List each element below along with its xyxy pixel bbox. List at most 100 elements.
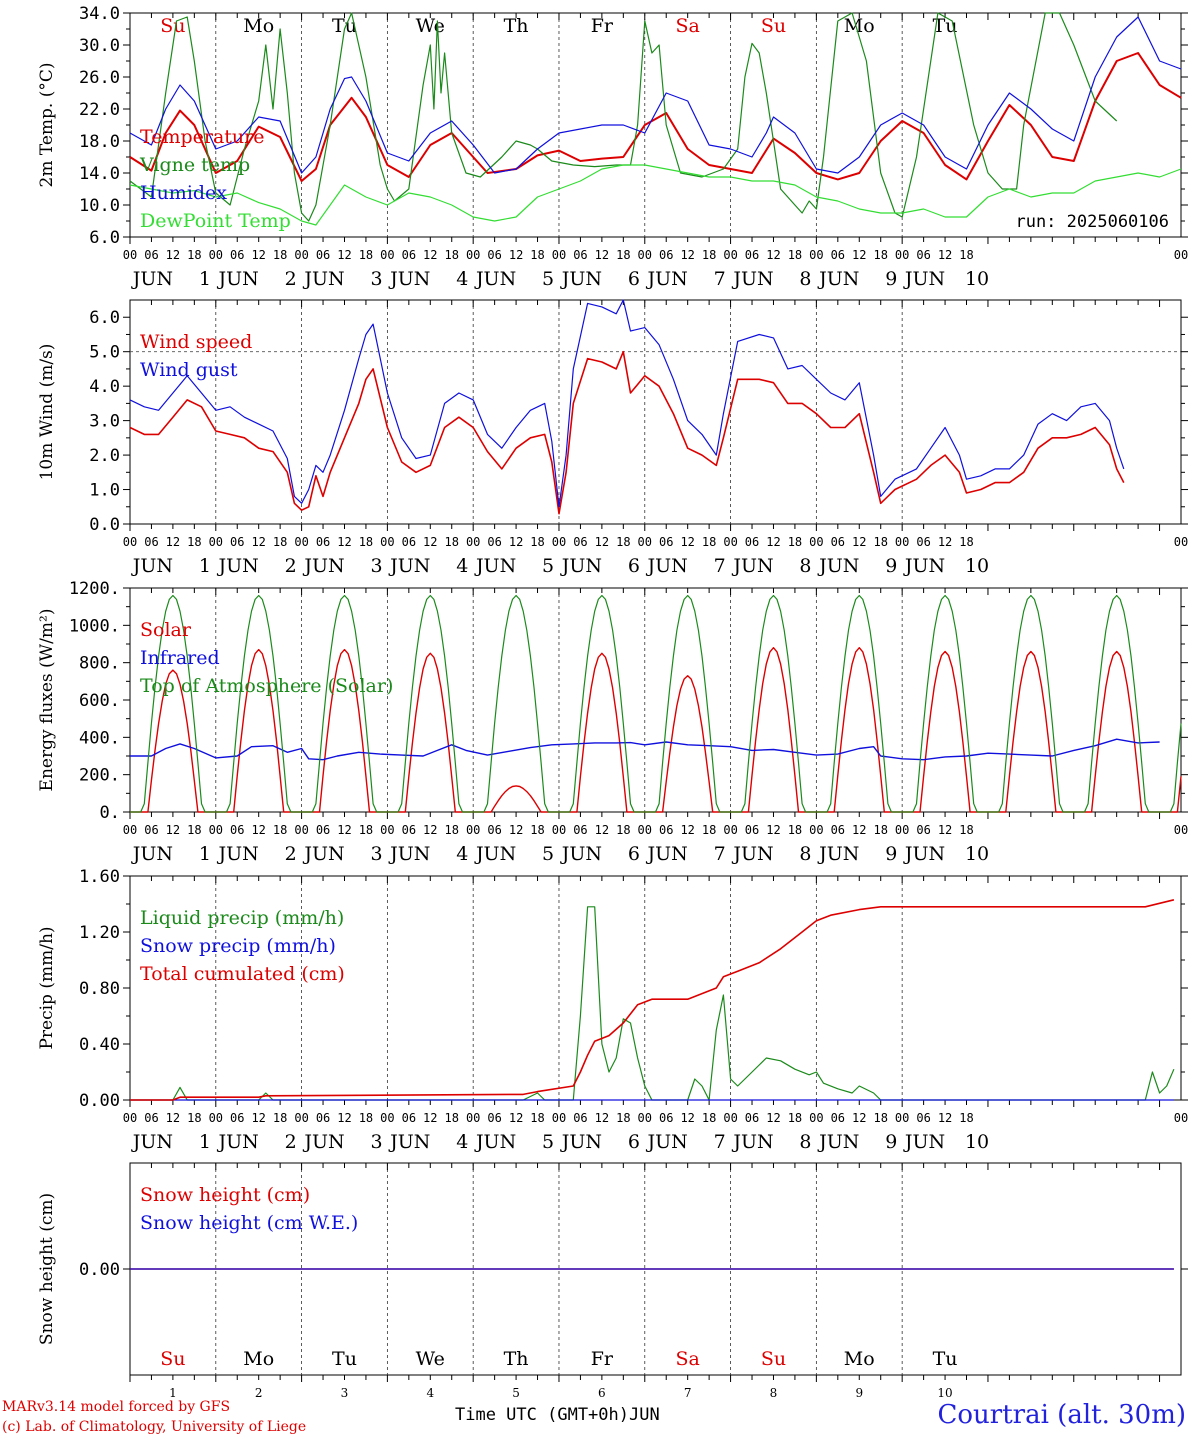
y-axis-label: 10m Wind (m/s) [37,344,57,481]
plot-frame [129,587,1182,813]
y-tick-label: 30.0 [79,36,120,56]
hour-tick-label: 06 [831,823,845,837]
weekday-label: We [416,1348,445,1370]
hour-tick-label: 06 [316,1111,330,1125]
month-label: JUN [817,268,859,290]
y-tick-label: 1.60 [79,867,120,887]
hour-tick-label: 12 [251,535,265,549]
month-label: JUN [903,1131,945,1153]
month-label: JUN [817,843,859,865]
hour-tick-label: 06 [487,248,501,262]
day-number-label: 5 [542,555,554,577]
legend-entry: Wind speed [140,331,252,353]
hour-tick-label: 00 [466,823,480,837]
day-number-label: 9 [885,268,897,290]
hour-tick-label: 12 [595,248,609,262]
month-label: JUN [731,843,773,865]
y-tick-label: 400. [79,728,120,748]
hour-tick-label: 18 [187,1111,201,1125]
day-number-label: 7 [714,555,726,577]
x-axis-title: Time UTC (GMT+0h)JUN [455,1405,660,1425]
day-number-label: 1 [199,843,211,865]
month-label: JUN [646,1131,688,1153]
weekday-label: Mo [243,1348,274,1370]
hour-tick-label: 12 [595,535,609,549]
weekday-label: We [416,15,445,37]
month-label: JUN [388,1131,430,1153]
weekday-label: Sa [676,15,700,37]
hour-tick-label: 12 [766,248,780,262]
month-label: JUN [817,555,859,577]
run-annotation: run: 2025060106 [1015,212,1169,232]
hour-tick-label: 00 [809,535,823,549]
y-tick-label: 1200. [69,579,120,599]
hour-tick-label: 18 [702,823,716,837]
bottom-day-number: 3 [341,1386,349,1400]
hour-tick-label: 00 [638,823,652,837]
month-label: JUN [217,843,259,865]
hour-tick-label: 12 [938,248,952,262]
hour-tick-label: 00 [466,1111,480,1125]
hour-tick-label: 12 [680,823,694,837]
day-number-label: 5 [542,843,554,865]
hour-tick-label: 00 [895,535,909,549]
day-number-label: 3 [370,268,382,290]
y-axis-label: 2m Temp. (°C) [37,62,57,187]
hour-tick-label: 18 [702,1111,716,1125]
hour-tick-label: 18 [959,1111,973,1125]
y-tick-label: 10.0 [79,196,120,216]
month-label: JUN [474,268,516,290]
hour-tick-label: 06 [745,1111,759,1125]
day-number-label: 3 [370,843,382,865]
day-number-label: 6 [628,843,640,865]
hour-tick-label: 00 [895,823,909,837]
hour-tick-label: 12 [423,1111,437,1125]
month-label: JUN [217,1131,259,1153]
y-tick-label: 18.0 [79,132,120,152]
hour-tick-label: 00 [380,248,394,262]
weekday-label: Su [160,1348,185,1370]
month-label: JUN [217,555,259,577]
hour-tick-label: 18 [273,823,287,837]
y-tick-label: 600. [79,691,120,711]
hour-tick-label: 18 [873,248,887,262]
hour-tick-label: 06 [831,248,845,262]
day-number-label: 1 [199,555,211,577]
day-number-label: 7 [714,1131,726,1153]
hour-tick-label: 06 [316,535,330,549]
weekday-label: Mo [844,1348,875,1370]
y-tick-label: 1.20 [79,923,120,943]
hour-tick-label: 18 [273,248,287,262]
hour-tick-label: 00 [380,1111,394,1125]
hour-tick-label: 18 [359,823,373,837]
month-label: JUN [131,843,173,865]
hour-tick-label: 00 [723,535,737,549]
hour-tick-label: 18 [873,823,887,837]
day-number-label: 4 [456,843,468,865]
hour-tick-label: 18 [445,1111,459,1125]
hour-tick-label: 00 [209,1111,223,1125]
day-number-label: 1 [199,1131,211,1153]
month-label: JUN [903,268,945,290]
series-line-top-of-atmosphere-solar [130,594,1182,813]
series-line-solar [130,647,1182,813]
hour-tick-label: 00 [1174,535,1188,549]
day-number-label: 4 [456,268,468,290]
legend-entry: Humidex [140,182,227,204]
hour-tick-label: 12 [509,1111,523,1125]
hour-tick-label: 00 [809,1111,823,1125]
hour-tick-label: 18 [187,248,201,262]
month-label: JUN [388,268,430,290]
hour-tick-label: 12 [680,248,694,262]
month-label: JUN [302,1131,344,1153]
hour-tick-label: 12 [766,535,780,549]
series-line-dewpoint-temp [129,164,1182,226]
y-axis-label: Snow height (cm) [37,1193,57,1345]
hour-tick-label: 12 [852,248,866,262]
month-label: JUN [474,555,516,577]
month-label: JUN [731,555,773,577]
y-tick-label: 0.0 [89,515,120,535]
month-label: JUN [903,555,945,577]
